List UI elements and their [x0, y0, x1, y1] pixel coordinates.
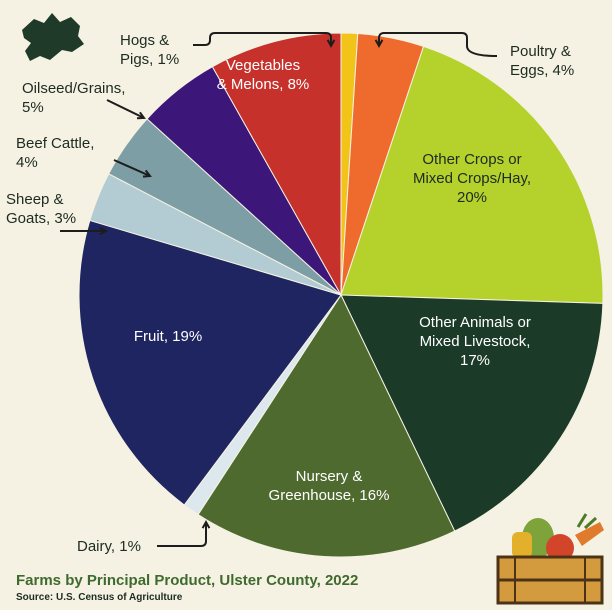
- slice-label-line: Poultry &: [510, 43, 571, 60]
- slice-label-other-crops-or-mixed-crops-hay: Other Crops or Mixed Crops/Hay, 20%: [413, 151, 531, 206]
- chart-title: Farms by Principal Product, Ulster Count…: [16, 572, 359, 589]
- chart-source: Source: U.S. Census of Agriculture: [16, 592, 183, 603]
- slice-label-hogs-pigs: Hogs & Pigs, 1%: [120, 32, 179, 68]
- slice-label-line: Pigs, 1%: [120, 51, 179, 68]
- slice-label-line: Oilseed/Grains,: [22, 80, 125, 97]
- slice-label-line: 5%: [22, 99, 44, 116]
- pie-slice-fruit: [78, 219, 342, 506]
- slice-label-vegetables-melons: Vegetables & Melons, 8%: [217, 57, 310, 93]
- leader-line-beef-cattle: [113, 159, 151, 177]
- slice-label-oilseed-grains: Oilseed/Grains, 5%: [22, 80, 125, 116]
- slice-label-other-animals-or-mixed-livestock: Other Animals or Mixed Livestock, 17%: [419, 314, 531, 369]
- slice-label-nursery-greenhouse: Nursery & Greenhouse, 16%: [269, 468, 390, 504]
- pie-slice-nursery-greenhouse: [197, 293, 456, 558]
- slice-label-line: Beef Cattle,: [16, 135, 94, 152]
- slice-label-line: 4%: [16, 154, 38, 171]
- slice-label-fruit: Fruit, 19%: [134, 328, 202, 345]
- vegetable-crate-icon: [496, 513, 604, 605]
- leader-line-hogs-pigs: [193, 32, 332, 46]
- slice-label-line: Mixed Crops/Hay,: [413, 170, 531, 187]
- slice-label-sheep-goats: Sheep & Goats, 3%: [6, 191, 76, 227]
- pie-slice-vegetables-melons: [211, 32, 342, 297]
- slice-label-line: Nursery &: [296, 468, 363, 485]
- county-map-icon: [22, 13, 84, 61]
- slice-label-line: Goats, 3%: [6, 210, 76, 227]
- slice-label-poultry-eggs: Poultry & Eggs, 4%: [510, 43, 574, 79]
- pie-slice-other-animals-or-mixed-livestock: [340, 294, 604, 532]
- leader-arrowhead: [142, 169, 152, 178]
- slice-label-line: Other Animals or: [419, 314, 531, 331]
- leader-arrowhead: [99, 226, 109, 236]
- slice-label-dairy: Dairy, 1%: [77, 538, 141, 555]
- slice-label-line: Other Crops or: [422, 151, 521, 168]
- slice-label-line: Mixed Livestock,: [420, 333, 531, 350]
- leader-line-oilseed-grains: [106, 99, 145, 119]
- pie-slice-other-crops-or-mixed-crops-hay: [340, 45, 604, 304]
- leader-arrowhead: [326, 39, 336, 49]
- slice-label-line: Hogs &: [120, 32, 169, 49]
- leader-arrowhead: [374, 39, 384, 49]
- slice-label-beef-cattle: Beef Cattle, 4%: [16, 135, 94, 171]
- slice-label-line: Fruit, 19%: [134, 328, 202, 345]
- slice-label-line: Vegetables: [226, 57, 300, 74]
- leader-arrowhead: [201, 519, 211, 529]
- slice-label-line: Sheep &: [6, 191, 64, 208]
- leader-line-dairy: [157, 522, 207, 547]
- slice-label-line: 17%: [460, 352, 490, 369]
- slice-label-line: & Melons, 8%: [217, 76, 310, 93]
- slice-label-line: Eggs, 4%: [510, 62, 574, 79]
- slice-label-line: Greenhouse, 16%: [269, 487, 390, 504]
- leader-line-poultry-eggs: [378, 32, 498, 57]
- slice-label-line: 20%: [457, 189, 487, 206]
- leader-arrowhead: [136, 111, 146, 120]
- slice-label-line: Dairy, 1%: [77, 538, 141, 555]
